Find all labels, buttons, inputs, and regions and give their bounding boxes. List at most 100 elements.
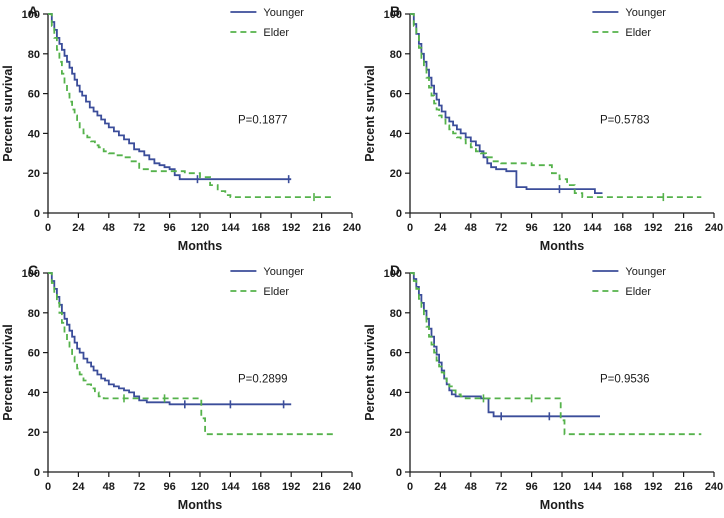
elder-curve — [410, 272, 702, 436]
x-tick-label: 120 — [553, 222, 571, 234]
y-tick-label: 40 — [28, 387, 40, 399]
x-tick-label: 96 — [163, 481, 175, 493]
x-tick-label: 24 — [72, 481, 85, 493]
p-value-label: P=0.2899 — [238, 373, 288, 385]
y-tick-label: 20 — [390, 168, 402, 180]
survival-chart-D: 0 20 40 60 80 100 0 24 48 72 96 120 144 168 192 216 240 P… — [363, 262, 723, 512]
legend-label-elder: Elder — [263, 27, 289, 39]
y-tick-label: 20 — [28, 168, 40, 180]
x-axis-title: Months — [178, 239, 222, 253]
legend-label-younger: Younger — [625, 7, 666, 19]
x-tick-label: 120 — [191, 222, 209, 234]
legend-label-younger: Younger — [263, 7, 304, 19]
x-tick-label: 48 — [103, 222, 115, 234]
x-tick-label: 48 — [103, 481, 115, 493]
elder-curve — [410, 13, 702, 198]
x-tick-label: 48 — [465, 222, 477, 234]
y-tick-label: 80 — [390, 49, 402, 61]
x-tick-label: 24 — [434, 481, 447, 493]
x-tick-label: 192 — [282, 222, 300, 234]
y-tick-label: 80 — [28, 308, 40, 320]
legend-label-younger: Younger — [625, 266, 666, 278]
y-tick-label: 20 — [28, 427, 40, 439]
x-tick-label: 48 — [465, 481, 477, 493]
panel-D: 0 20 40 60 80 100 0 24 48 72 96 120 144 168 192 216 240 P… — [362, 259, 724, 518]
y-tick-label: 40 — [28, 128, 40, 140]
y-tick-label: 100 — [384, 268, 402, 280]
x-tick-label: 24 — [434, 222, 447, 234]
x-tick-label: 240 — [343, 222, 361, 234]
younger-curve — [410, 272, 600, 418]
y-tick-label: 100 — [384, 9, 402, 21]
x-tick-label: 168 — [614, 222, 632, 234]
panel-B: 0 20 40 60 80 100 0 24 48 72 96 120 144 168 192 216 240 P… — [362, 0, 724, 259]
x-axis-title: Months — [178, 498, 222, 512]
y-tick-label: 60 — [28, 89, 40, 101]
y-tick-label: 40 — [390, 387, 402, 399]
x-tick-label: 120 — [553, 481, 571, 493]
x-tick-label: 120 — [191, 481, 209, 493]
survival-chart-C: 0 20 40 60 80 100 0 24 48 72 96 120 144 168 192 216 240 P… — [1, 262, 361, 512]
y-tick-label: 100 — [22, 268, 40, 280]
x-tick-label: 72 — [133, 481, 145, 493]
panel-A: 0 20 40 60 80 100 0 24 48 72 96 120 144 168 192 216 240 P… — [0, 0, 362, 259]
elder-curve — [48, 272, 335, 436]
y-tick-label: 0 — [396, 467, 402, 479]
x-axis-title: Months — [540, 498, 584, 512]
x-tick-label: 144 — [583, 222, 602, 234]
x-tick-label: 96 — [525, 222, 537, 234]
younger-curve — [48, 272, 292, 406]
panel-letter: D — [390, 262, 400, 278]
survival-chart-A: 0 20 40 60 80 100 0 24 48 72 96 120 144 168 192 216 240 P… — [1, 3, 361, 253]
x-tick-label: 240 — [343, 481, 361, 493]
x-tick-label: 144 — [221, 222, 240, 234]
y-tick-label: 80 — [28, 49, 40, 61]
y-tick-label: 0 — [396, 208, 402, 220]
x-tick-label: 96 — [163, 222, 175, 234]
x-tick-label: 0 — [407, 222, 413, 234]
x-tick-label: 144 — [221, 481, 240, 493]
y-tick-label: 80 — [390, 308, 402, 320]
legend-label-elder: Elder — [625, 27, 651, 39]
x-tick-label: 0 — [45, 481, 51, 493]
x-tick-label: 168 — [252, 222, 270, 234]
p-value-label: P=0.1877 — [238, 114, 288, 126]
y-axis-title: Percent survival — [1, 65, 15, 162]
x-tick-label: 72 — [495, 481, 507, 493]
x-tick-label: 144 — [583, 481, 602, 493]
x-tick-label: 192 — [282, 481, 300, 493]
x-tick-label: 168 — [252, 481, 270, 493]
panel-letter: A — [28, 3, 38, 19]
survival-chart-B: 0 20 40 60 80 100 0 24 48 72 96 120 144 168 192 216 240 P… — [363, 3, 723, 253]
y-tick-label: 60 — [390, 348, 402, 360]
y-axis-title: Percent survival — [1, 324, 15, 421]
x-tick-label: 0 — [45, 222, 51, 234]
panel-letter: C — [28, 262, 38, 278]
x-tick-label: 216 — [312, 222, 330, 234]
x-axis-title: Months — [540, 239, 584, 253]
legend-label-elder: Elder — [625, 286, 651, 298]
y-tick-label: 60 — [28, 348, 40, 360]
x-tick-label: 168 — [614, 481, 632, 493]
x-tick-label: 72 — [133, 222, 145, 234]
x-tick-label: 216 — [674, 481, 692, 493]
x-tick-label: 192 — [644, 481, 662, 493]
y-axis-title: Percent survival — [363, 324, 377, 421]
x-tick-label: 0 — [407, 481, 413, 493]
x-tick-label: 96 — [525, 481, 537, 493]
x-tick-label: 216 — [674, 222, 692, 234]
x-tick-label: 72 — [495, 222, 507, 234]
panel-letter: B — [390, 3, 400, 19]
y-tick-label: 100 — [22, 9, 40, 21]
younger-curve — [410, 13, 603, 194]
p-value-label: P=0.5783 — [600, 114, 650, 126]
y-tick-label: 0 — [34, 467, 40, 479]
y-axis-title: Percent survival — [363, 65, 377, 162]
x-tick-label: 216 — [312, 481, 330, 493]
y-tick-label: 20 — [390, 427, 402, 439]
x-tick-label: 192 — [644, 222, 662, 234]
x-tick-label: 240 — [705, 481, 723, 493]
legend-label-elder: Elder — [263, 286, 289, 298]
elder-curve — [48, 13, 335, 198]
legend-label-younger: Younger — [263, 266, 304, 278]
